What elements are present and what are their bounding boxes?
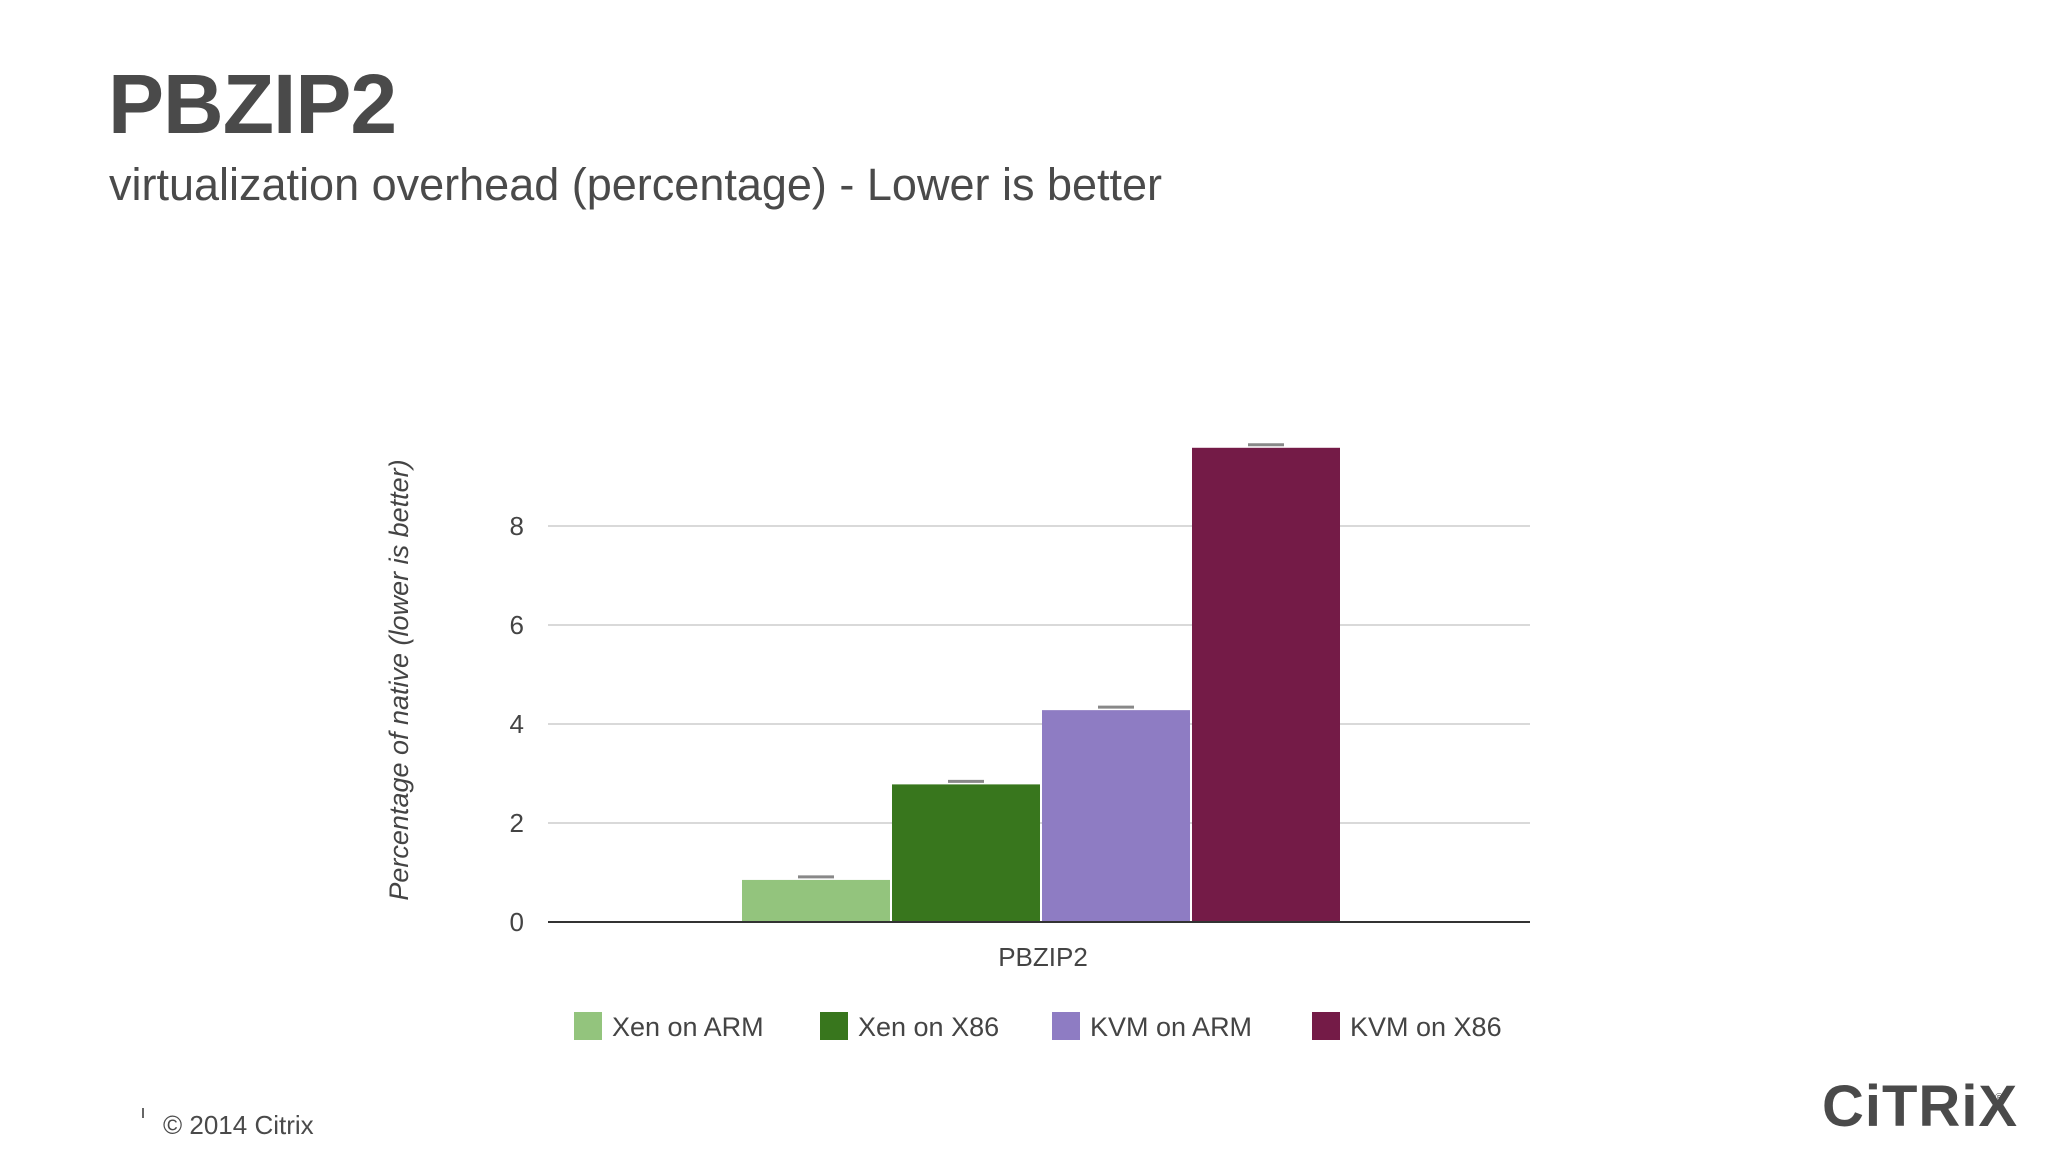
bar <box>742 879 890 922</box>
legend-label: Xen on ARM <box>612 1012 764 1042</box>
footer-divider <box>142 1108 144 1118</box>
legend-swatch <box>1312 1012 1340 1040</box>
legend-label: KVM on ARM <box>1090 1012 1252 1042</box>
legend-label: KVM on X86 <box>1350 1012 1502 1042</box>
bar <box>892 784 1040 922</box>
legend-label: Xen on X86 <box>858 1012 999 1042</box>
legend-swatch <box>820 1012 848 1040</box>
legend-swatch <box>574 1012 602 1040</box>
citrix-logo: CiTRiX <box>1822 1074 2019 1139</box>
y-tick-label: 4 <box>510 709 524 739</box>
slide-title: PBZIP2 <box>108 57 397 151</box>
footer-copyright: © 2014 Citrix <box>163 1110 314 1140</box>
bar <box>1192 447 1340 922</box>
y-tick-label: 8 <box>510 511 524 541</box>
citrix-registered-mark: ® <box>1995 1092 2004 1104</box>
slide-subtitle: virtualization overhead (percentage) - L… <box>109 159 1163 210</box>
bar <box>1042 710 1190 922</box>
y-tick-label: 6 <box>510 610 524 640</box>
legend-swatch <box>1052 1012 1080 1040</box>
x-tick-label: PBZIP2 <box>998 942 1088 972</box>
y-tick-label: 0 <box>510 907 524 937</box>
y-tick-label: 2 <box>510 808 524 838</box>
y-axis-title: Percentage of native (lower is better) <box>384 459 414 900</box>
